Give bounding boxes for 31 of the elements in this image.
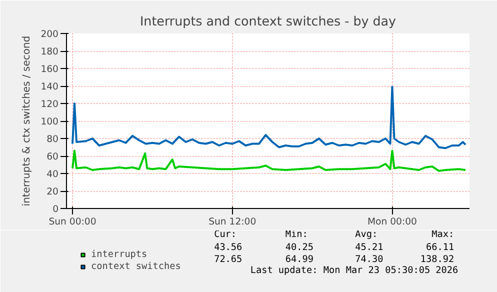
- y-tick-label: 20: [46, 186, 59, 198]
- y-tick-label: 160: [40, 64, 59, 75]
- text: 138.92: [420, 254, 454, 265]
- y-tick-label: 180: [40, 46, 59, 58]
- y-tick-label: 100: [40, 116, 59, 128]
- text: 64.99: [285, 254, 314, 265]
- text: Avg:: [355, 229, 378, 240]
- text: 45.21: [355, 242, 384, 253]
- y-tick-label: 0: [52, 204, 59, 215]
- x-tick-label: Mon 00:00: [367, 216, 418, 228]
- y-tick-label: 80: [46, 134, 59, 145]
- line-series: [71, 150, 467, 172]
- y-tick-label: 40: [46, 169, 59, 180]
- line-series: [71, 86, 467, 150]
- text: 43.56: [214, 242, 243, 253]
- y-axis-title: interrupts & ctx switches / second: [22, 36, 33, 206]
- y-tick-label: 140: [40, 82, 59, 92]
- x-tick-label: Sun 12:00: [208, 216, 256, 228]
- chart-title: Interrupts and context switches - by day: [140, 14, 397, 28]
- text: 40.25: [285, 242, 314, 253]
- legend-label: interrupts: [91, 248, 148, 260]
- y-tick-label: 120: [40, 99, 59, 110]
- y-tick-label: 200: [40, 29, 59, 40]
- text: 66.11: [426, 242, 454, 253]
- x-tick-label: Sun 00:00: [48, 216, 96, 228]
- text: 72.65: [214, 254, 242, 265]
- text: 74.30: [355, 254, 384, 265]
- text: Max:: [432, 229, 454, 240]
- y-tick-label: 60: [46, 152, 59, 162]
- text: Last update: Mon Mar 23 05:30:05 2026: [250, 265, 459, 276]
- legend-label: context switches: [91, 260, 181, 272]
